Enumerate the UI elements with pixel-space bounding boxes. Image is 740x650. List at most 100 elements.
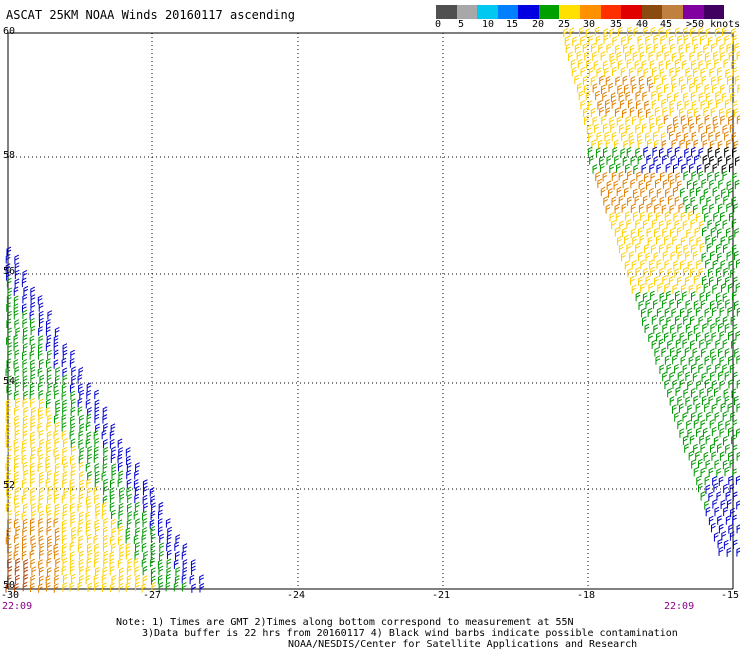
wind-barb xyxy=(725,68,731,78)
wind-barb xyxy=(669,396,675,406)
wind-barb xyxy=(605,204,611,214)
wind-barb xyxy=(30,446,36,456)
wind-barb xyxy=(728,162,734,173)
wind-barb xyxy=(678,76,684,86)
wind-barb xyxy=(700,299,706,310)
wind-barb xyxy=(724,371,730,381)
wind-barb xyxy=(670,347,675,357)
wind-barb xyxy=(85,399,91,409)
wind-barb xyxy=(649,59,655,70)
wind-barb xyxy=(713,532,719,542)
wind-barb xyxy=(624,234,629,245)
wind-barb xyxy=(638,75,644,86)
wind-barb xyxy=(727,330,733,341)
wind-barb xyxy=(713,211,719,222)
wind-barb xyxy=(723,243,728,254)
wind-barb xyxy=(45,455,51,465)
wind-barb xyxy=(715,363,720,373)
wind-barb xyxy=(682,412,688,422)
wind-barb xyxy=(95,509,101,520)
wind-barb xyxy=(704,500,709,510)
wind-barb xyxy=(111,469,117,480)
wind-barb xyxy=(53,517,59,528)
wind-barb xyxy=(683,267,688,277)
wind-barb xyxy=(21,550,27,561)
wind-barb xyxy=(684,148,689,158)
wind-barb xyxy=(637,227,643,237)
wind-barb xyxy=(640,259,646,269)
wind-barb xyxy=(721,188,726,198)
wind-barb xyxy=(61,455,67,465)
wind-barb xyxy=(23,559,29,569)
wind-barb xyxy=(664,83,669,93)
wind-barb xyxy=(656,259,662,269)
lon-label-18: -18 xyxy=(577,590,596,601)
wind-barb xyxy=(666,290,671,301)
wind-barb xyxy=(656,83,662,94)
wind-barb xyxy=(70,485,75,496)
wind-barb xyxy=(645,299,651,309)
wind-barb xyxy=(639,51,645,61)
wind-barb xyxy=(638,203,644,213)
wind-barb xyxy=(77,543,83,553)
wind-barb xyxy=(683,92,688,102)
wind-barb xyxy=(735,282,740,293)
wind-barb xyxy=(94,551,100,561)
wind-barb xyxy=(702,139,708,149)
wind-barb xyxy=(94,446,99,456)
wind-barb xyxy=(142,510,147,521)
wind-barb xyxy=(605,107,611,117)
wind-barb xyxy=(13,438,19,448)
wind-barb xyxy=(30,318,35,328)
wind-barb xyxy=(687,428,693,438)
wind-barb xyxy=(664,211,670,221)
wind-barb xyxy=(191,565,196,576)
wind-barb xyxy=(683,315,688,325)
wind-barb xyxy=(583,107,588,117)
wind-barb xyxy=(734,42,740,53)
wind-barb xyxy=(22,367,28,377)
wind-barb xyxy=(700,443,706,453)
wind-barb xyxy=(726,251,732,261)
wind-barb xyxy=(110,423,116,433)
wind-barb xyxy=(38,477,44,488)
wind-barb xyxy=(14,446,20,456)
wind-barb xyxy=(622,178,628,189)
wind-barb xyxy=(640,283,645,293)
wind-barb xyxy=(660,132,666,142)
wind-barb xyxy=(6,486,11,497)
wind-barb xyxy=(705,258,710,269)
wind-barb xyxy=(724,348,730,358)
wind-barb xyxy=(151,581,157,592)
wind-barb xyxy=(29,382,35,393)
wind-barb xyxy=(719,356,725,366)
wind-barb xyxy=(117,461,123,472)
wind-barb xyxy=(659,315,665,326)
wind-barb xyxy=(705,506,711,517)
scale-label: 40 xyxy=(636,19,649,30)
wind-barb xyxy=(173,559,179,569)
wind-barb xyxy=(698,60,704,70)
wind-barb xyxy=(651,90,657,101)
wind-barb xyxy=(711,354,717,365)
wind-barb xyxy=(643,68,649,78)
wind-barb xyxy=(45,341,51,352)
lon-label-24: -24 xyxy=(287,590,306,601)
wind-barb xyxy=(87,446,93,456)
wind-barb xyxy=(126,565,132,576)
wind-barb xyxy=(666,316,672,326)
wind-barb xyxy=(53,341,59,352)
wind-barb xyxy=(698,170,704,181)
wind-barb xyxy=(698,92,704,102)
wind-barb xyxy=(70,517,76,528)
wind-barb xyxy=(23,503,28,513)
wind-barb xyxy=(675,386,681,397)
wind-barb xyxy=(22,318,28,328)
wind-barb xyxy=(191,583,197,593)
wind-barb xyxy=(79,423,85,433)
wind-barb xyxy=(675,290,680,301)
wind-barb xyxy=(605,99,610,109)
wind-barb xyxy=(684,276,690,286)
wind-barb xyxy=(61,422,67,432)
lon-label-27: -27 xyxy=(143,590,162,601)
